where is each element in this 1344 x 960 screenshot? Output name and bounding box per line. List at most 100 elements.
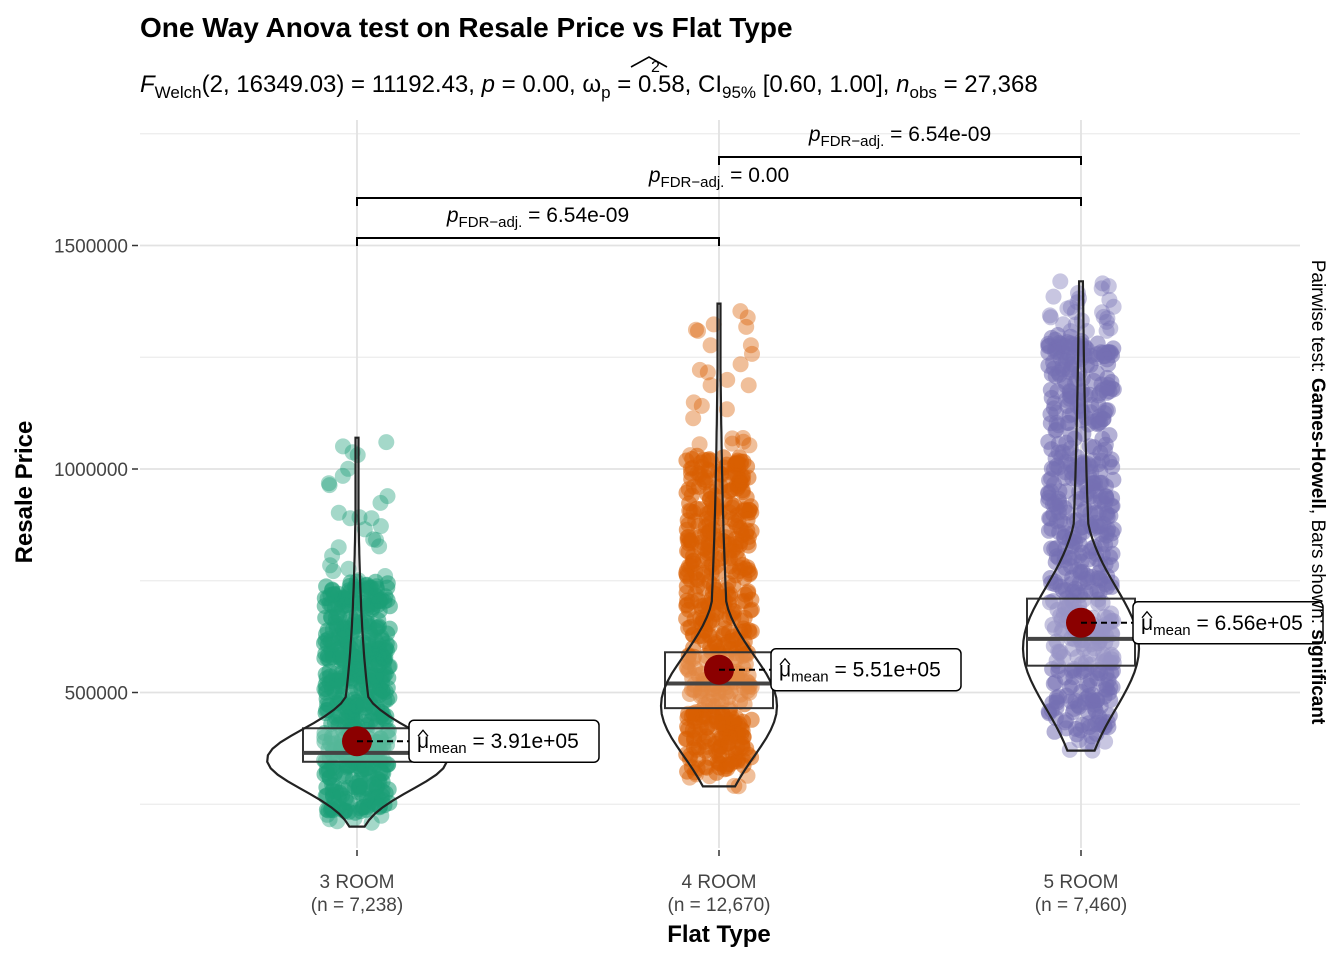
data-point — [729, 452, 746, 469]
data-point-outlier — [1079, 735, 1095, 752]
data-point-outlier — [744, 345, 760, 362]
data-point — [1099, 351, 1116, 368]
data-point-outlier — [685, 394, 702, 411]
data-point — [371, 798, 388, 815]
data-point — [319, 622, 336, 639]
data-point — [708, 764, 725, 781]
data-point-outlier — [330, 504, 347, 521]
data-point-outlier — [732, 356, 749, 373]
data-point — [328, 709, 345, 726]
data-point — [735, 757, 752, 774]
comparison-bracket — [718, 156, 1082, 165]
data-point — [679, 512, 696, 529]
data-point-outlier — [742, 337, 759, 354]
data-point-outlier — [319, 806, 336, 823]
data-point — [699, 738, 716, 755]
data-point-outlier — [1105, 298, 1122, 315]
data-point-outlier — [1094, 275, 1111, 292]
subtitle-ci-value: [0.60, 1.00], — [756, 71, 896, 98]
chart-title: One Way Anova test on Resale Price vs Fl… — [140, 12, 793, 43]
mean-label: μmean = 3.91e+05 — [417, 730, 579, 757]
data-point — [1088, 365, 1105, 382]
data-point — [1046, 723, 1063, 740]
data-point — [1040, 433, 1057, 450]
y-tick-label: 1000000 — [54, 460, 128, 481]
data-point-outlier — [1102, 320, 1119, 337]
comparison-label: pFDR−adj. = 0.00 — [648, 164, 789, 191]
data-point-outlier — [378, 434, 395, 451]
data-point-outlier — [681, 769, 698, 786]
comparison-bracket — [356, 237, 720, 246]
data-point-outlier — [1078, 323, 1095, 340]
data-point-outlier — [325, 563, 342, 580]
subtitle-n-sub: obs — [910, 83, 937, 102]
data-point — [740, 562, 757, 579]
shapes-layer — [266, 280, 1141, 828]
data-point-outlier — [363, 814, 380, 831]
data-point — [1103, 665, 1120, 682]
data-point — [366, 776, 382, 793]
data-point — [367, 718, 384, 735]
data-point-outlier — [1069, 294, 1086, 311]
data-point — [352, 803, 369, 820]
data-point-outlier — [342, 510, 359, 527]
data-point — [716, 491, 733, 508]
data-point — [1102, 507, 1119, 524]
data-point-outlier — [372, 494, 389, 511]
mean-label-box — [408, 719, 600, 763]
data-point — [340, 779, 357, 796]
data-point-outlier — [1098, 313, 1115, 330]
data-point — [1092, 474, 1109, 491]
x-tick-label: 4 ROOM — [682, 872, 757, 893]
data-point — [1069, 562, 1085, 579]
data-point — [1065, 348, 1082, 365]
data-point-outlier — [340, 460, 357, 477]
data-point — [743, 711, 760, 728]
data-point — [1051, 483, 1068, 500]
data-point-outlier — [691, 436, 708, 453]
data-point — [691, 466, 708, 483]
data-point-outlier — [1062, 299, 1079, 316]
data-point-outlier — [699, 364, 716, 381]
data-point — [1103, 451, 1120, 468]
data-point — [357, 699, 374, 716]
data-point — [1048, 689, 1065, 706]
caption-shown: significant — [1307, 629, 1328, 725]
axis-layer: 500000 1000000 1500000 3 ROOM(n = 7,238) 4 R… — [54, 237, 1127, 917]
data-point-outlier — [334, 467, 351, 484]
data-point-outlier — [1095, 308, 1112, 325]
data-point-outlier — [377, 568, 394, 584]
data-point-outlier — [701, 768, 718, 785]
data-point-outlier — [1093, 280, 1110, 297]
data-point — [683, 708, 700, 725]
data-point — [1094, 430, 1111, 447]
data-point-outlier — [705, 316, 722, 333]
data-point-outlier — [321, 477, 338, 494]
data-point — [1053, 449, 1070, 466]
data-point-outlier — [1094, 304, 1111, 321]
data-point-outlier — [340, 560, 357, 577]
data-point-outlier — [693, 397, 710, 414]
data-point-outlier — [329, 813, 346, 830]
data-point — [1102, 679, 1119, 696]
caption: Pairwise test: Games-Howell, Bars shown:… — [1307, 260, 1328, 725]
subtitle-omega-sub: p — [601, 83, 610, 102]
mean-label: μmean = 6.56e+05 — [1141, 612, 1303, 639]
data-point — [714, 714, 731, 731]
data-point-outlier — [373, 807, 390, 824]
data-point — [1050, 504, 1067, 521]
subtitle-p-label: p — [481, 71, 495, 98]
data-point-outlier — [371, 538, 388, 555]
caption-test: Games-Howell — [1307, 378, 1328, 509]
data-point — [720, 634, 737, 651]
data-point — [372, 730, 389, 747]
data-point — [739, 682, 756, 699]
data-point — [1098, 488, 1114, 505]
data-point-outlier — [724, 435, 741, 452]
data-point — [372, 763, 389, 780]
subtitle-ci-sub: 95% — [722, 83, 756, 102]
data-point-outlier — [1041, 307, 1058, 324]
data-point — [1040, 522, 1057, 539]
data-point-outlier — [735, 433, 752, 450]
